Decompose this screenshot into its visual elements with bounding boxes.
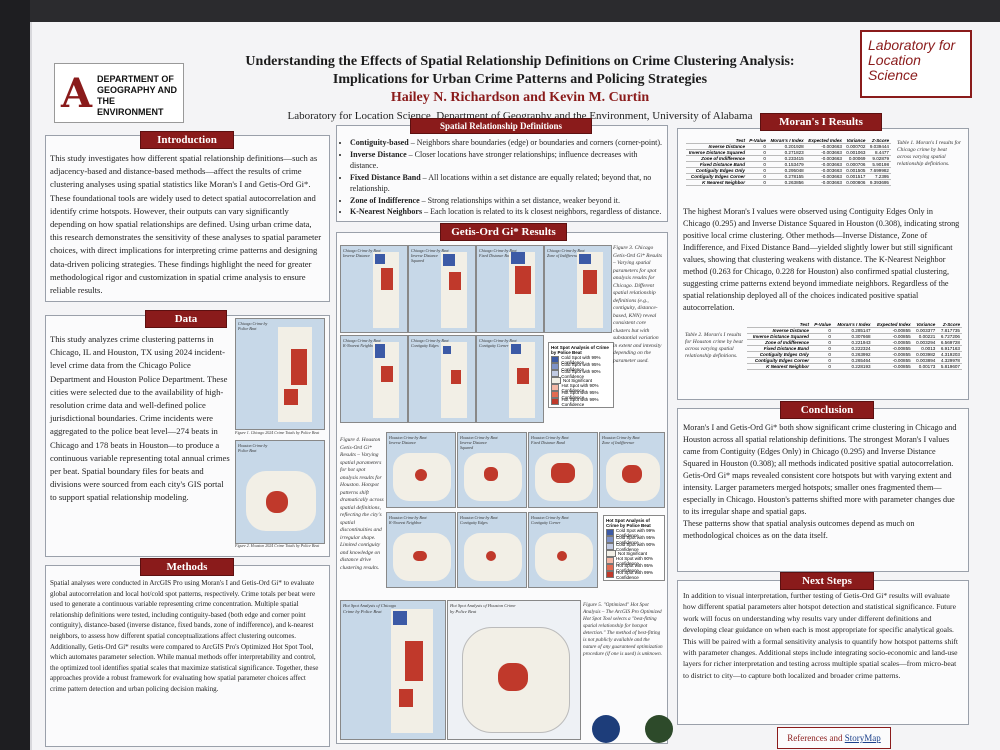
poster-title: Understanding the Effects of Spatial Rel… — [195, 53, 845, 89]
houston-map-zone-indifference: Houston Crime by Beat Zone of Indifferen… — [599, 432, 665, 508]
conclusion-p2: Getis-Ord Gi* maps revealed consistent c… — [683, 471, 955, 516]
def-item: K-Nearest Neighbors – Each location is r… — [350, 206, 662, 218]
spatial-defs-list: Contiguity-based – Neighbors share bound… — [340, 137, 662, 218]
morans-table-chicago: Test P-Value Moran's I Index Expected Index… — [686, 138, 891, 186]
introduction-body: This study investigates how different sp… — [50, 153, 322, 296]
chicago-map-inverse-distance: Chicago Crime by Beat Inverse Distance — [340, 245, 408, 333]
references-link[interactable]: References and StoryMap — [777, 727, 891, 749]
introduction-heading: Introduction — [140, 131, 234, 149]
def-item: Fixed Distance Band – All locations with… — [350, 172, 662, 195]
houston-map-knn: Houston Crime by Beat K-Nearest Neighbor — [386, 512, 456, 588]
houston-legend: Hot Spot Analysis of Crime by Police Bea… — [603, 515, 665, 581]
map-title: Houston Crime by Police Beat — [238, 443, 268, 453]
title-line-2: Implications for Urban Crime Patterns an… — [332, 72, 708, 87]
table-row: Inverse Distance Squared 0 0.271823 -0.0036… — [686, 149, 891, 156]
next-steps-heading: Next Steps — [780, 572, 874, 590]
chicago-police-badge-icon — [592, 715, 620, 743]
map-title: Chicago Crime by Police Beat — [238, 321, 268, 331]
table-2-caption: Table 2. Moran's I results for Houston c… — [685, 332, 743, 359]
data-heading: Data — [145, 310, 227, 328]
figure-1-caption: Figure 1. Chicago 2024 Crime Totals by P… — [235, 430, 320, 435]
next-steps-body: In addition to visual interpretation, fu… — [683, 591, 959, 680]
table-row: K Nearest Neighbor 0 0.228193 -0.00855 0.001… — [747, 363, 962, 370]
spatial-defs-panel — [336, 125, 668, 222]
conclusion-p1: Moran's I and Getis-Ord Gi* both show si… — [683, 423, 957, 468]
title-line-1: Understanding the Effects of Spatial Rel… — [245, 54, 795, 69]
houston-map-inverse-distance: Houston Crime by Beat Inverse Distance — [386, 432, 456, 508]
figure-2-caption: Figure 2. Houston 2024 Crime Totals by P… — [235, 543, 320, 548]
houston-beat-map: Houston Crime by Police Beat — [235, 440, 325, 544]
spatial-defs-heading: Spatial Relationship Definitions — [410, 118, 592, 134]
department-logo-text: DEPARTMENT OF GEOGRAPHY AND THE ENVIRONM… — [97, 74, 178, 117]
next-steps-panel — [677, 580, 969, 725]
introduction-panel — [45, 135, 330, 302]
table-row: Fixed Distance Band 0 0.222324 -0.00855 0.00… — [747, 345, 962, 352]
def-item: Zone of Indifference – Strong relationsh… — [350, 195, 662, 207]
storymap-link[interactable]: StoryMap — [844, 733, 881, 743]
table-row: Fixed Distance Band 0 0.153479 -0.003663 0.0… — [686, 161, 891, 168]
morans-table-houston: Test P-Value Moran's I Index Expected Index… — [747, 322, 962, 370]
figure-4-caption: Figure 4. Houston Getis-Ord Gi* Results … — [340, 437, 384, 571]
table-row: Inverse Distance Squared 0 0.307668 -0.0085… — [747, 333, 962, 340]
lab-logo-text: Laboratory for Location Science — [868, 37, 956, 83]
optimized-houston-map: Hot Spot Analysis of Houston Crime by Po… — [447, 600, 581, 740]
affiliation: Laboratory for Location Science, Departm… — [287, 110, 753, 122]
houston-map-contiguity-corner: Houston Crime by Beat Contiguity Corner — [528, 512, 598, 588]
houston-map-inverse-distance-squared: Houston Crime by Beat Inverse Distance S… — [457, 432, 527, 508]
conclusion-body: Moran's I and Getis-Ord Gi* both show si… — [683, 422, 961, 542]
authors: Hailey N. Richardson and Kevin M. Curtin — [390, 90, 650, 105]
def-item: Inverse Distance – Closer locations have… — [350, 149, 662, 172]
chicago-map-contiguity-corner: Chicago Crime by Beat Contiguity Corner — [476, 335, 544, 423]
chicago-legend: Hot Spot Analysis of Crime by Police Bea… — [548, 342, 614, 408]
chicago-map-fixed-distance: Chicago Crime by Beat Fixed Distance Ban… — [476, 245, 544, 333]
methods-heading: Methods — [140, 558, 234, 576]
table-row: Inverse Distance 0 0.285147 -0.00855 0.00337… — [747, 327, 962, 334]
table-row: Zone of Indifference 0 0.233415 -0.003663 0.… — [686, 155, 891, 162]
table-row: Contiguity Edges Corner 0 0.265464 -0.00855… — [747, 357, 962, 364]
morans-heading: Moran's I Results — [760, 113, 882, 131]
department-logo: A DEPARTMENT OF GEOGRAPHY AND THE ENVIRO… — [54, 63, 184, 123]
chicago-map-contiguity-edges: Chicago Crime by Beat Contiguity Edges — [408, 335, 476, 423]
background-wall — [0, 0, 30, 750]
table-row: Zone of Indifference 0 0.221943 -0.00855 0.0… — [747, 339, 962, 346]
houston-map-contiguity-edges: Houston Crime by Beat Contiguity Edges — [457, 512, 527, 588]
figure-3-caption: Figure 3. Chicago Getis-Ord Gi* Results … — [613, 245, 662, 364]
data-body: This study analyzes crime clustering pat… — [50, 334, 230, 503]
chicago-map-zone-indifference: Chicago Crime by Beat Zone of Indifferen… — [544, 245, 612, 333]
optimized-chicago-map: Hot Spot Analysis of Chicago Crime by Po… — [340, 600, 446, 740]
morans-body: The highest Moran's I values were observ… — [683, 207, 960, 312]
figure-5-caption: Figure 5. "Optimized" Hot Spot Analysis … — [583, 602, 663, 657]
methods-body: Spatial analyses were conducted in ArcGI… — [50, 579, 319, 693]
getis-heading: Getis-Ord Gi* Results — [440, 223, 567, 241]
chicago-beat-map: Chicago Crime by Police Beat — [235, 318, 325, 430]
alabama-a-icon: A — [61, 70, 93, 117]
conclusion-panel — [677, 408, 969, 572]
table-row: Contiguity Edges Only 0 0.295048 -0.003663 0… — [686, 167, 891, 174]
table-row: Contiguity Edges Corner 0 0.278155 -0.00366… — [686, 173, 891, 180]
conclusion-heading: Conclusion — [780, 401, 874, 419]
table-row: Contiguity Edges Only 0 0.263992 -0.00855 0.… — [747, 351, 962, 358]
conclusion-p3: These patterns show that spatial analysi… — [683, 519, 915, 540]
table-row: Inverse Distance 0 0.201928 -0.003663 0.0007… — [686, 143, 891, 150]
chicago-map-knn: Chicago Crime by Beat K-Nearest Neighbor — [340, 335, 408, 423]
lab-logo: Laboratory for Location Science — [860, 30, 972, 98]
table-1-caption: Table 1. Moran's I results for Chicago c… — [897, 140, 962, 167]
methods-panel — [45, 565, 330, 747]
table-row: K Nearest Neighbor 0 0.263856 -0.003663 0.00… — [686, 179, 891, 186]
houston-police-badge-icon — [645, 715, 673, 743]
def-item: Contiguity-based – Neighbors share bound… — [350, 137, 662, 149]
chicago-map-inverse-distance-squared: Chicago Crime by Beat Inverse Distance S… — [408, 245, 476, 333]
houston-map-fixed-distance: Houston Crime by Beat Fixed Distance Ban… — [528, 432, 598, 508]
